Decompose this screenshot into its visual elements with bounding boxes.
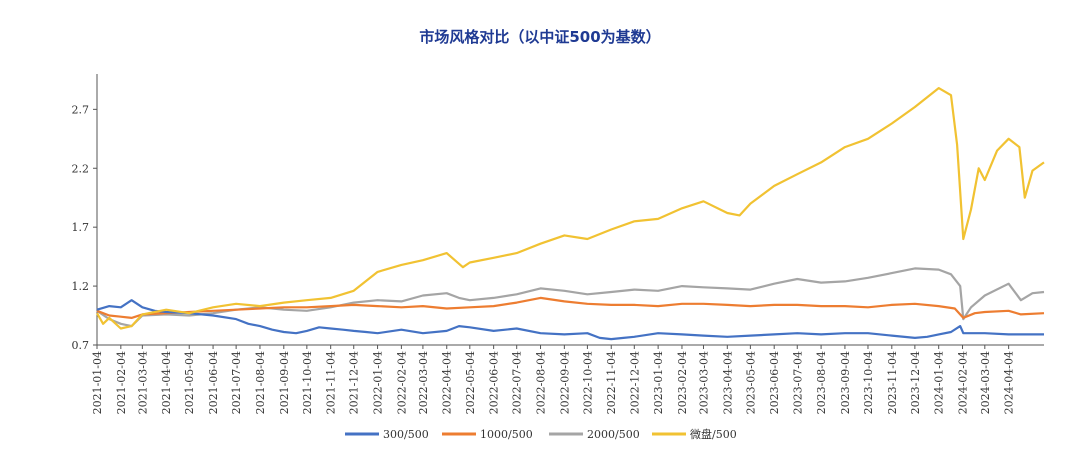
legend-label: 微盘/500 [690, 427, 737, 441]
x-tick-label: 2024-03-04 [979, 351, 992, 414]
chart-title: 市场风格对比（以中证500为基数） [419, 28, 661, 46]
x-tick-label: 2022-09-04 [558, 351, 571, 414]
x-tick-label: 2021-10-04 [301, 351, 314, 414]
series-line-1 [96, 296, 1045, 319]
y-tick-label: 2.2 [72, 162, 90, 175]
x-tick-label: 2023-11-04 [886, 351, 899, 414]
x-tick-label: 2023-06-04 [768, 351, 781, 414]
series-line-2 [96, 267, 1045, 328]
x-tick-label: 2022-04-04 [441, 351, 454, 414]
series-line-3 [96, 86, 1045, 330]
x-tick-label: 2021-12-04 [348, 351, 361, 414]
legend-label: 2000/500 [587, 428, 640, 441]
x-tick-label: 2021-02-04 [115, 351, 128, 414]
x-tick-label: 2022-01-04 [372, 351, 385, 414]
legend-label: 300/500 [383, 428, 429, 441]
x-tick-label: 2021-07-04 [230, 351, 243, 414]
x-tick-label: 2022-06-04 [488, 351, 501, 414]
x-tick-label: 2023-08-04 [815, 351, 828, 414]
x-tick-label: 2022-12-04 [628, 351, 641, 414]
x-tick-label: 2023-02-04 [676, 351, 689, 414]
x-tick-label: 2023-05-04 [744, 351, 757, 414]
x-axis-ticks: 2021-01-04 2021-02-04 2021-03-04 2021-04-04… [91, 345, 1016, 414]
x-tick-label: 2022-07-04 [511, 351, 524, 414]
x-tick-label: 2021-01-04 [91, 351, 104, 414]
y-tick-label: 2.7 [72, 103, 90, 116]
x-tick-label: 2021-05-04 [183, 351, 196, 414]
y-axis-ticks: 0.7 1.2 1.7 2.2 2.7 [72, 103, 97, 352]
legend-label: 1000/500 [480, 428, 533, 441]
x-tick-label: 2021-06-04 [207, 351, 220, 414]
x-tick-label: 2021-11-04 [325, 351, 338, 414]
x-tick-label: 2024-02-04 [957, 351, 970, 414]
x-tick-label: 2021-04-04 [160, 351, 173, 414]
x-tick-label: 2021-03-04 [136, 351, 149, 414]
x-tick-label: 2023-12-04 [909, 351, 922, 414]
x-tick-label: 2021-08-04 [254, 351, 267, 414]
y-tick-label: 1.2 [72, 280, 90, 293]
x-tick-label: 2023-09-04 [839, 351, 852, 414]
axes [96, 74, 1044, 346]
x-tick-label: 2023-04-04 [721, 351, 734, 414]
x-tick-label: 2021-09-04 [278, 351, 291, 414]
series-line-0 [96, 299, 1044, 341]
y-tick-label: 1.7 [72, 221, 90, 234]
x-tick-label: 2022-10-04 [581, 351, 594, 414]
x-tick-label: 2022-11-04 [605, 351, 618, 414]
x-tick-label: 2023-03-04 [697, 351, 710, 414]
x-tick-label: 2022-05-04 [464, 351, 477, 414]
series-lines [96, 86, 1045, 341]
x-tick-label: 2022-02-04 [395, 351, 408, 414]
x-tick-label: 2023-07-04 [791, 351, 804, 414]
x-tick-label: 2023-10-04 [862, 351, 875, 414]
x-tick-label: 2022-03-04 [417, 351, 430, 414]
x-tick-label: 2022-08-04 [535, 351, 548, 414]
legend: 300/500 1000/500 2000/500 微盘/500 [345, 427, 737, 441]
x-tick-label: 2023-01-04 [652, 351, 665, 414]
y-tick-label: 0.7 [72, 339, 90, 352]
x-tick-label: 2024-01-04 [933, 351, 946, 414]
x-tick-label: 2024-04-04 [1003, 351, 1016, 414]
